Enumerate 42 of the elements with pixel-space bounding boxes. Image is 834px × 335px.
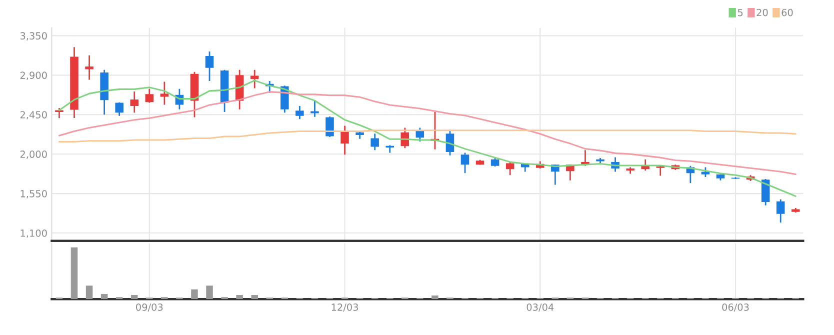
bar [236, 295, 243, 300]
candlestick [641, 158, 650, 172]
legend-label: 5 [738, 8, 743, 16]
bar [191, 289, 198, 300]
bar [251, 295, 258, 300]
y-tick-label: 2,000 [20, 150, 47, 159]
x-tick-label: 09/03 [136, 303, 163, 312]
candlestick [416, 127, 424, 142]
candlestick [160, 81, 169, 106]
bar [130, 295, 138, 300]
candlestick [506, 161, 514, 176]
candlestick [130, 90, 138, 114]
candlestick [310, 99, 319, 118]
x-tick-label: 03/04 [526, 303, 554, 312]
candlestick [55, 107, 64, 119]
candlestick [656, 165, 664, 176]
candlestick [145, 88, 154, 104]
bar [432, 296, 438, 300]
candlestick [340, 125, 349, 156]
x-tick-label: 12/03 [332, 303, 358, 312]
legend-label: 60 [782, 8, 793, 16]
candlestick [115, 102, 124, 117]
y-tick-label: 3,350 [20, 32, 47, 41]
candlestick [460, 152, 470, 174]
y-tick-label: 2,450 [20, 111, 47, 120]
y-tick-label: 1,550 [20, 190, 47, 198]
candlestick [205, 50, 214, 82]
bar [70, 247, 78, 300]
candlestick [701, 166, 710, 178]
candlestick [370, 132, 379, 151]
line-series [58, 130, 796, 143]
x-tick-label: 06/03 [722, 303, 749, 312]
candlestick [326, 116, 334, 138]
y-tick-label: 1,100 [20, 229, 47, 238]
bar [206, 286, 213, 300]
bar [100, 294, 108, 300]
candlestick [85, 54, 94, 80]
y-tick-label: 2,900 [20, 72, 47, 80]
candlestick [776, 198, 785, 224]
legend-label: 20 [756, 8, 768, 16]
candlestick [296, 105, 304, 120]
bar [86, 286, 93, 300]
